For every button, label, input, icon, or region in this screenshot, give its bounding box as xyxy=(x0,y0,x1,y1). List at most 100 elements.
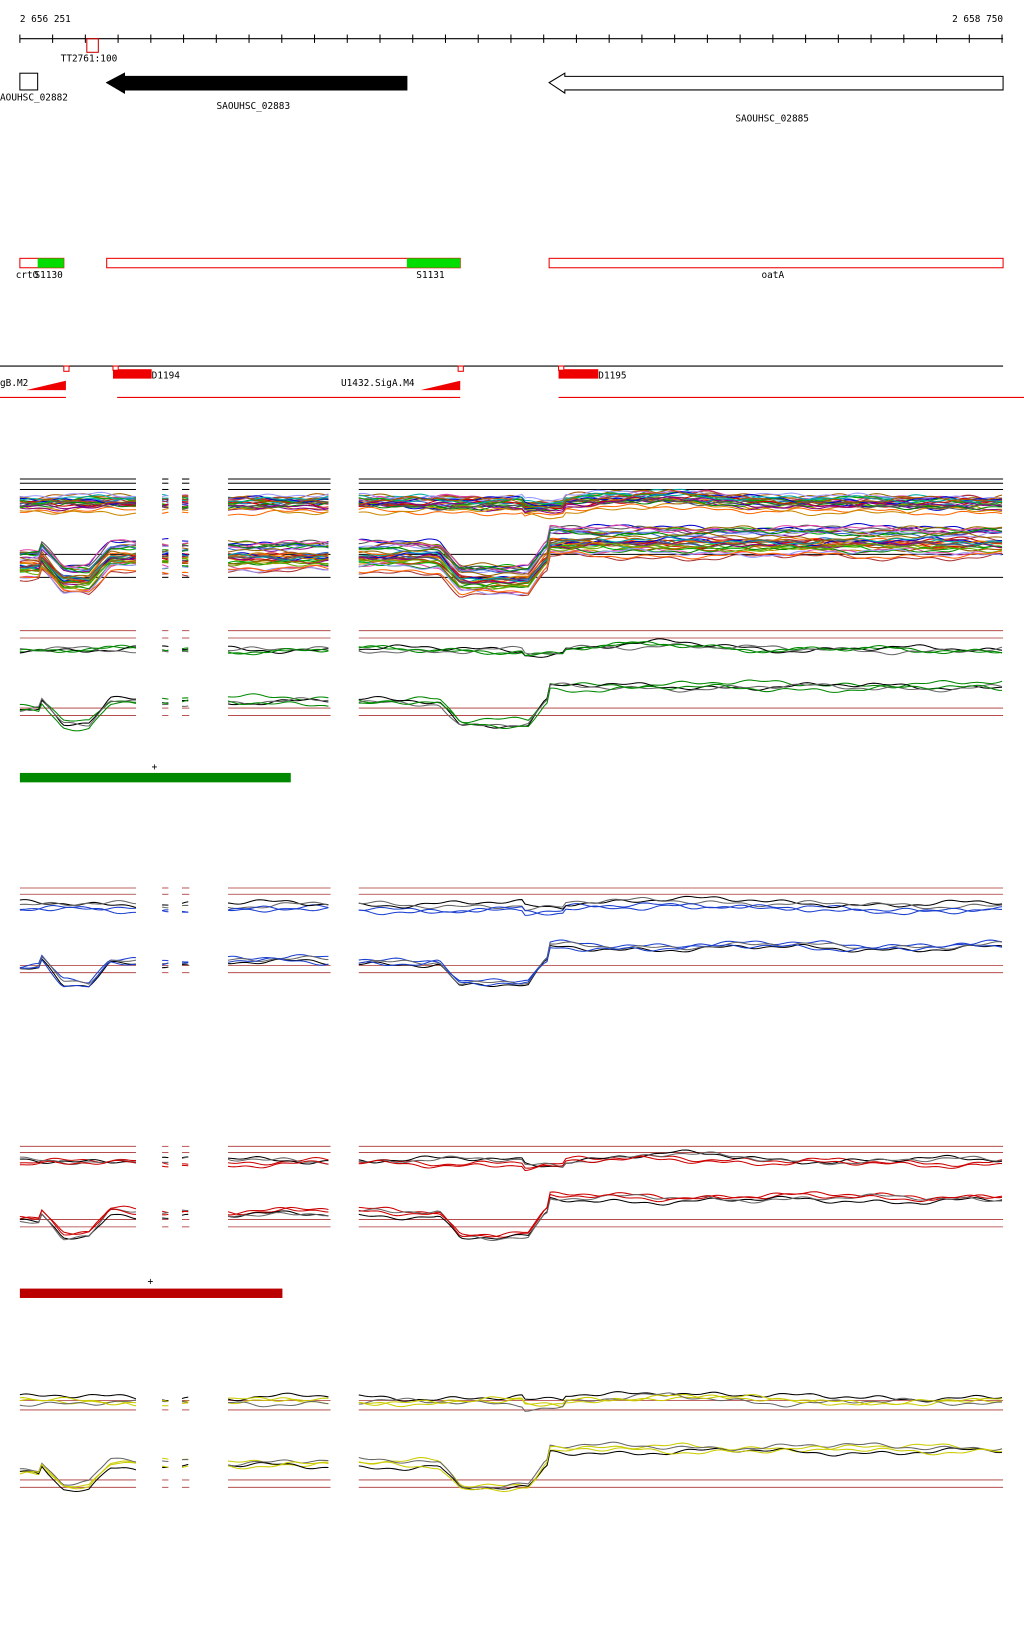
features: crtO S1130 S1131 oatA xyxy=(16,257,1004,281)
expression-line xyxy=(162,500,169,503)
expression-line xyxy=(227,1156,329,1166)
expression-line xyxy=(181,497,189,500)
expression-line xyxy=(19,958,137,988)
expression-line xyxy=(161,557,169,561)
expression-line xyxy=(358,1149,1003,1168)
expression-line xyxy=(161,508,169,511)
expression-line xyxy=(358,682,1003,728)
expression-line xyxy=(181,901,189,904)
expression-line xyxy=(227,957,329,966)
expression-line xyxy=(358,543,1003,589)
expression-line xyxy=(181,560,189,563)
expression-line xyxy=(162,649,169,652)
expression-line xyxy=(358,942,1003,987)
expression-line xyxy=(358,522,1003,571)
expression-line xyxy=(358,552,1003,598)
expression-line xyxy=(181,547,189,550)
expression-line xyxy=(227,1206,329,1216)
expression-line xyxy=(19,542,137,574)
expression-line xyxy=(162,1399,169,1403)
expression-line xyxy=(181,503,189,506)
expression-line xyxy=(227,507,329,516)
expression-line xyxy=(358,491,1003,507)
expression-line xyxy=(227,1156,329,1165)
expression-line xyxy=(19,1158,137,1164)
expression-line xyxy=(19,1393,137,1400)
expression-line xyxy=(228,1400,329,1408)
ruler-start: 2 656 251 xyxy=(20,14,71,25)
expression-line xyxy=(181,1156,189,1159)
expression-line xyxy=(19,644,137,653)
expression-line xyxy=(181,558,189,561)
expression-line xyxy=(162,906,169,909)
marker-box xyxy=(86,38,99,53)
genes: AOUHSC_02882 SAOUHSC_02883 SAOUHSC_02885 xyxy=(0,72,1004,124)
ruler-ticks xyxy=(19,34,1003,43)
expression-line xyxy=(358,537,1003,586)
expression-line xyxy=(358,1155,1003,1172)
expression-line xyxy=(181,1213,189,1216)
expression-line xyxy=(227,552,329,561)
expression-line xyxy=(181,1396,189,1400)
expression-line xyxy=(19,701,137,732)
expression-line xyxy=(19,1159,136,1166)
expression-line xyxy=(162,1211,169,1214)
expression-line xyxy=(358,492,1003,505)
expression-line xyxy=(181,498,189,501)
expression-line xyxy=(227,504,329,510)
condition-bars: + + xyxy=(19,762,291,1298)
expression-line xyxy=(227,548,329,557)
expression-line xyxy=(227,565,329,572)
expression-line xyxy=(181,554,189,557)
expression-line xyxy=(19,560,137,584)
expression-line xyxy=(227,552,329,560)
expression-line xyxy=(181,962,189,965)
expression-line xyxy=(161,564,169,568)
expression-line xyxy=(227,1459,329,1467)
expression-line xyxy=(358,503,1003,517)
expression-line xyxy=(358,1151,1003,1168)
expression-line xyxy=(358,943,1003,988)
expression-line xyxy=(358,543,1003,590)
expression-line xyxy=(358,1195,1003,1240)
expression-line xyxy=(227,1160,329,1169)
expression-line xyxy=(19,510,137,516)
expression-line xyxy=(227,562,329,567)
expression-line xyxy=(227,496,329,504)
gene-label: AOUHSC_02882 xyxy=(0,92,68,103)
expression-line xyxy=(19,501,136,508)
expression-line xyxy=(181,544,189,547)
expression-line xyxy=(358,1393,1003,1407)
expression-line xyxy=(227,1157,329,1165)
condition-label: + xyxy=(147,1276,153,1287)
expression-line xyxy=(227,1211,329,1218)
expression-line xyxy=(162,1460,169,1462)
condition-label: + xyxy=(152,762,158,773)
ruler-end: 2 658 750 xyxy=(952,14,1003,25)
expression-line xyxy=(358,489,1003,509)
expression-line xyxy=(228,645,329,654)
expression-line xyxy=(162,567,169,570)
expression-line xyxy=(162,697,169,700)
expression-line xyxy=(181,566,189,569)
expression-line xyxy=(358,641,1003,657)
expression-line xyxy=(358,527,1003,572)
expression-line xyxy=(19,491,136,499)
marker-label: TT2761:100 xyxy=(61,54,118,65)
expression-line xyxy=(162,650,169,653)
expression-line xyxy=(358,501,1003,520)
expression-line xyxy=(19,1465,137,1493)
expression-line xyxy=(358,643,1003,656)
expression-line xyxy=(161,549,169,553)
expression-line xyxy=(227,500,329,509)
expression-line xyxy=(19,543,137,572)
expression-line xyxy=(19,499,137,505)
expression-line xyxy=(162,702,169,705)
expression-line xyxy=(228,501,329,509)
ruler: 2 656 251 2 658 750 TT2761:100 xyxy=(20,14,1004,65)
expression-line xyxy=(181,1465,189,1469)
expression-line xyxy=(227,539,329,548)
feature-label: S1130 xyxy=(35,270,64,281)
expression-line xyxy=(162,511,169,514)
